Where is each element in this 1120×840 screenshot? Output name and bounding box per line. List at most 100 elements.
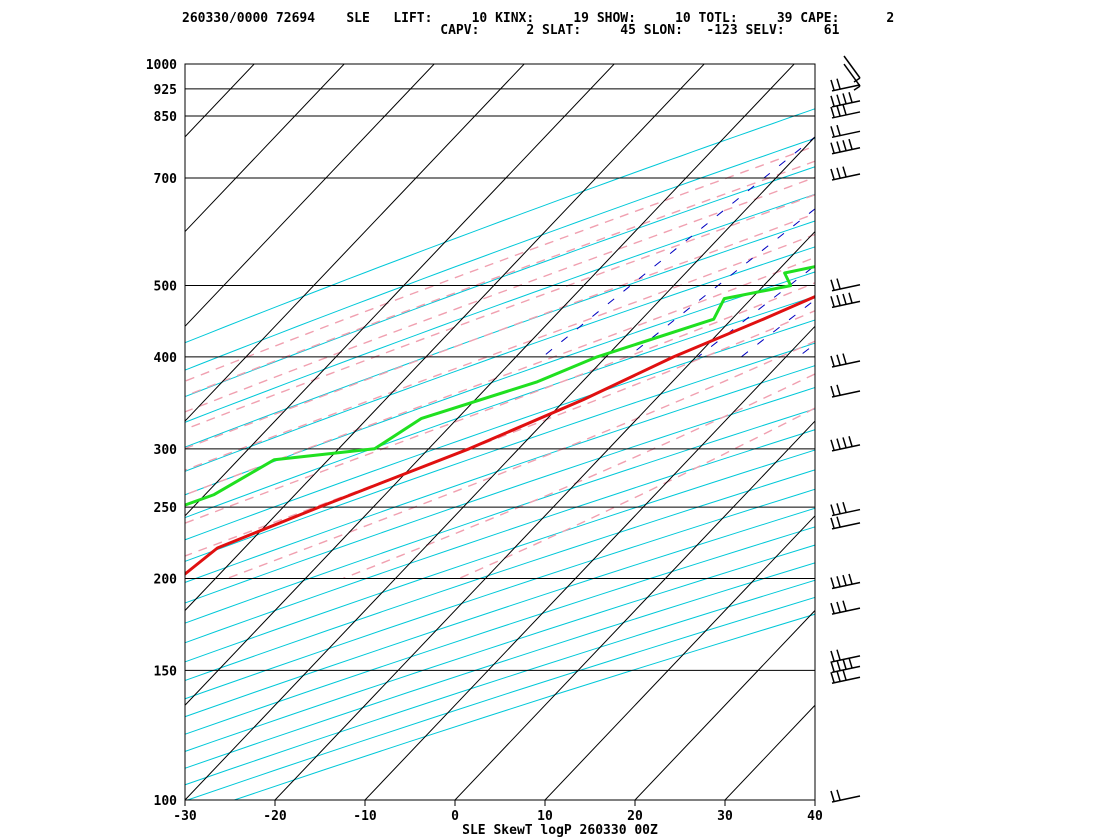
dry-adiabat	[185, 220, 815, 448]
dry-adiabat	[185, 108, 815, 344]
isotherm	[634, 609, 815, 800]
background-lines	[0, 48, 1120, 833]
wind-barb	[843, 63, 861, 91]
wind-barb	[830, 166, 861, 181]
dry-adiabat	[185, 295, 815, 519]
isotherm	[185, 136, 815, 800]
dry-adiabat	[185, 246, 815, 472]
isotherm	[454, 420, 815, 800]
moist-adiabat	[227, 340, 815, 580]
isotherm	[185, 64, 705, 612]
plot-frame	[184, 63, 816, 801]
dry-adiabat	[185, 271, 815, 496]
dry-adiabat	[185, 526, 815, 735]
pressure-tick-label: 700	[154, 172, 178, 187]
wind-barb	[843, 55, 861, 83]
isotherm	[0, 48, 179, 833]
wind-barb	[830, 573, 861, 590]
isotherm	[185, 64, 795, 706]
moist-adiabat	[185, 256, 815, 496]
dry-adiabat	[232, 613, 815, 800]
isotherm	[0, 48, 89, 833]
moist-adiabat	[185, 310, 815, 557]
wind-barb	[830, 600, 861, 615]
moist-adiabat	[185, 212, 815, 450]
isotherm	[814, 799, 815, 800]
mixing-ratio-line	[939, 48, 1120, 357]
dry-adiabat	[185, 365, 815, 583]
pressure-tick-label: 100	[154, 794, 178, 809]
pressure-tick-label: 1000	[146, 58, 177, 73]
mixing-ratio-line	[903, 48, 1120, 357]
wind-barb	[830, 278, 861, 292]
dry-adiabat	[185, 137, 815, 371]
isotherm	[364, 325, 815, 800]
mixing-ratio-line	[542, 136, 815, 358]
mixing-ratio-line	[740, 299, 815, 358]
wind-barbs	[830, 55, 861, 803]
header-line-2: CAPV: 2 SLAT: 45 SLON: -123 SELV: 61	[182, 23, 840, 38]
isotherm	[274, 230, 815, 800]
wind-barb	[830, 78, 861, 92]
temperature-tick-label: 10	[537, 809, 553, 824]
wind-barb	[830, 104, 861, 119]
wind-barb	[830, 516, 861, 530]
wind-barb	[830, 789, 861, 803]
isotherm	[185, 64, 435, 328]
pressure-tick-label: 400	[154, 351, 178, 366]
dry-adiabat	[185, 544, 815, 752]
temperature-tick-label: 20	[627, 809, 643, 824]
pressure-tick-label: 925	[154, 83, 177, 98]
moist-adiabat	[185, 145, 815, 382]
header-line-1: 260330/0000 72694 SLE LIFT: 10 KINX: 19 …	[182, 11, 894, 26]
pressure-tick-label: 200	[154, 572, 178, 587]
wind-barb	[830, 92, 861, 108]
wind-barb	[830, 124, 861, 139]
wind-barb	[830, 649, 861, 663]
moist-adiabat	[459, 407, 815, 580]
wind-barb	[830, 292, 861, 309]
mixing-ratio-line	[853, 48, 1120, 357]
isotherm	[185, 64, 525, 422]
pressure-tick-label: 850	[154, 110, 178, 125]
dry-adiabat	[185, 579, 815, 786]
mixing-ratio-line	[627, 208, 815, 358]
dry-adiabat	[185, 469, 815, 682]
mixing-ratio-line	[968, 48, 1120, 357]
temperature-profile	[185, 294, 815, 576]
moist-adiabat	[185, 193, 815, 431]
profiles	[185, 265, 815, 576]
pressure-tick-label: 300	[154, 443, 178, 458]
dry-adiabat	[185, 488, 815, 700]
dry-adiabat	[186, 596, 815, 800]
wind-barb	[830, 353, 861, 368]
dry-adiabat	[185, 408, 815, 624]
temperature-tick-label: 0	[451, 809, 459, 824]
dry-adiabat	[185, 429, 815, 644]
temperature-tick-label: -10	[353, 809, 377, 824]
moist-adiabat	[342, 373, 815, 580]
temperature-tick-label: -30	[173, 809, 197, 824]
isotherm	[185, 64, 345, 233]
pressure-tick-label: 150	[154, 664, 178, 679]
isobars	[185, 63, 815, 801]
temperature-tick-labels: -30 -20 -10 0 10 20 30 40	[173, 800, 823, 824]
temperature-tick-label: 30	[717, 809, 733, 824]
isotherm	[185, 64, 255, 138]
temperature-tick-label: -20	[263, 809, 287, 824]
wind-barb	[830, 436, 861, 452]
dry-adiabat	[185, 166, 815, 398]
dry-adiabat	[185, 319, 815, 541]
pressure-tick-label: 250	[154, 501, 178, 516]
pressure-tick-labels: 100 150 200 250 300 400 500 700 850 925 1000	[146, 58, 177, 809]
dry-adiabat	[185, 507, 815, 718]
temperature-tick-label: 40	[807, 809, 823, 824]
pressure-tick-label: 500	[154, 280, 178, 295]
isotherm	[185, 64, 615, 517]
isotherm	[544, 515, 815, 800]
dry-adiabat	[185, 193, 815, 423]
dewpoint-profile	[185, 265, 815, 507]
wind-barb	[830, 657, 861, 674]
dry-adiabat	[185, 449, 815, 663]
